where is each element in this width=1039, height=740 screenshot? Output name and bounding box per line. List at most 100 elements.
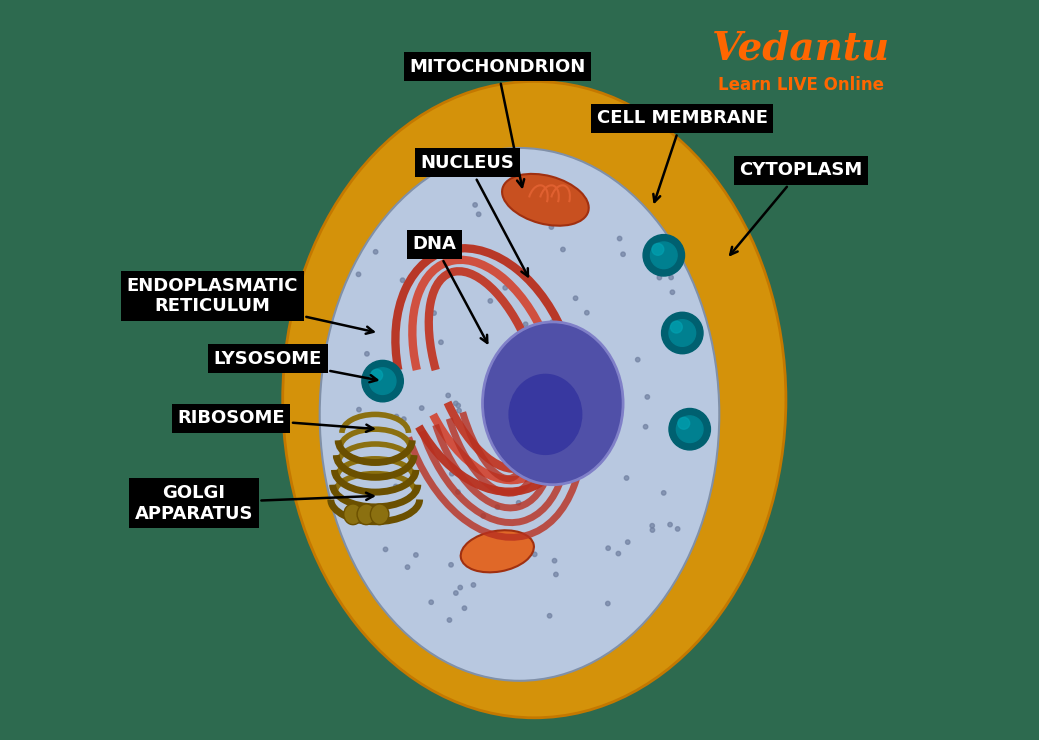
Circle shape xyxy=(561,247,565,252)
Text: GOLGI
APPARATUS: GOLGI APPARATUS xyxy=(135,484,373,522)
Text: Learn LIVE Online: Learn LIVE Online xyxy=(718,76,884,94)
Circle shape xyxy=(432,311,436,315)
Circle shape xyxy=(356,272,361,277)
Circle shape xyxy=(643,235,685,276)
Circle shape xyxy=(429,600,433,605)
Ellipse shape xyxy=(482,322,623,485)
Circle shape xyxy=(446,393,450,397)
Circle shape xyxy=(548,613,552,618)
Ellipse shape xyxy=(508,374,583,455)
Circle shape xyxy=(592,351,596,355)
Circle shape xyxy=(553,559,557,563)
Circle shape xyxy=(676,416,703,443)
Circle shape xyxy=(438,340,444,344)
Circle shape xyxy=(675,527,680,531)
Circle shape xyxy=(624,476,629,480)
Circle shape xyxy=(447,618,452,622)
Ellipse shape xyxy=(320,148,719,681)
Circle shape xyxy=(477,212,481,217)
Circle shape xyxy=(668,522,672,527)
Circle shape xyxy=(472,582,476,587)
Circle shape xyxy=(524,322,528,326)
Text: NUCLEUS: NUCLEUS xyxy=(421,154,528,276)
Text: Vedantu: Vedantu xyxy=(712,29,889,67)
Circle shape xyxy=(450,471,454,476)
Circle shape xyxy=(662,312,703,354)
Ellipse shape xyxy=(502,174,589,226)
Circle shape xyxy=(456,403,460,408)
Circle shape xyxy=(670,321,683,333)
Circle shape xyxy=(503,286,507,290)
Circle shape xyxy=(650,242,677,269)
Circle shape xyxy=(669,320,696,346)
Circle shape xyxy=(603,385,607,389)
Ellipse shape xyxy=(344,504,363,525)
Circle shape xyxy=(420,406,424,410)
Circle shape xyxy=(651,243,664,255)
Circle shape xyxy=(650,523,655,528)
Circle shape xyxy=(365,352,369,356)
Circle shape xyxy=(662,491,666,495)
Circle shape xyxy=(669,408,711,450)
Circle shape xyxy=(456,490,460,494)
Circle shape xyxy=(650,528,655,532)
Circle shape xyxy=(394,484,398,488)
Ellipse shape xyxy=(460,531,534,572)
Circle shape xyxy=(400,278,405,283)
Text: CELL MEMBRANE: CELL MEMBRANE xyxy=(596,110,768,202)
Circle shape xyxy=(670,290,674,295)
Circle shape xyxy=(516,500,521,505)
Circle shape xyxy=(645,394,649,399)
Ellipse shape xyxy=(349,204,571,388)
Circle shape xyxy=(356,408,362,412)
Text: CYTOPLASM: CYTOPLASM xyxy=(730,161,862,255)
Text: LYSOSOME: LYSOSOME xyxy=(214,350,377,383)
Circle shape xyxy=(658,275,662,280)
Circle shape xyxy=(462,606,467,610)
Circle shape xyxy=(429,445,433,449)
Circle shape xyxy=(405,565,409,569)
Circle shape xyxy=(553,411,557,415)
Circle shape xyxy=(574,296,578,300)
Circle shape xyxy=(585,311,589,315)
Circle shape xyxy=(550,225,554,229)
Circle shape xyxy=(371,511,376,515)
Circle shape xyxy=(578,439,582,443)
Circle shape xyxy=(488,299,492,303)
Circle shape xyxy=(677,417,690,429)
Ellipse shape xyxy=(370,504,389,525)
Ellipse shape xyxy=(357,504,375,525)
Circle shape xyxy=(496,505,500,509)
Circle shape xyxy=(606,602,610,606)
Ellipse shape xyxy=(283,81,785,718)
Circle shape xyxy=(454,401,458,406)
Circle shape xyxy=(593,369,597,373)
Circle shape xyxy=(525,444,529,448)
Circle shape xyxy=(617,236,621,240)
Circle shape xyxy=(533,552,537,556)
Circle shape xyxy=(643,425,647,429)
Circle shape xyxy=(481,514,485,518)
Circle shape xyxy=(449,562,453,567)
Circle shape xyxy=(369,368,396,394)
Circle shape xyxy=(414,553,418,557)
Circle shape xyxy=(669,275,673,280)
Circle shape xyxy=(490,536,495,540)
Circle shape xyxy=(554,572,558,576)
Circle shape xyxy=(369,490,374,494)
Text: ENDOPLASMATIC
RETICULUM: ENDOPLASMATIC RETICULUM xyxy=(127,277,373,334)
Circle shape xyxy=(551,320,555,324)
Text: RIBOSOME: RIBOSOME xyxy=(177,409,373,432)
Circle shape xyxy=(402,417,406,421)
Circle shape xyxy=(458,585,462,590)
Circle shape xyxy=(394,414,399,419)
Circle shape xyxy=(457,408,461,413)
Circle shape xyxy=(606,415,610,420)
Circle shape xyxy=(606,546,610,551)
Circle shape xyxy=(362,360,403,402)
Text: MITOCHONDRION: MITOCHONDRION xyxy=(409,58,585,187)
Circle shape xyxy=(383,547,388,551)
Circle shape xyxy=(454,591,458,595)
Text: DNA: DNA xyxy=(412,235,487,343)
Circle shape xyxy=(621,252,625,257)
